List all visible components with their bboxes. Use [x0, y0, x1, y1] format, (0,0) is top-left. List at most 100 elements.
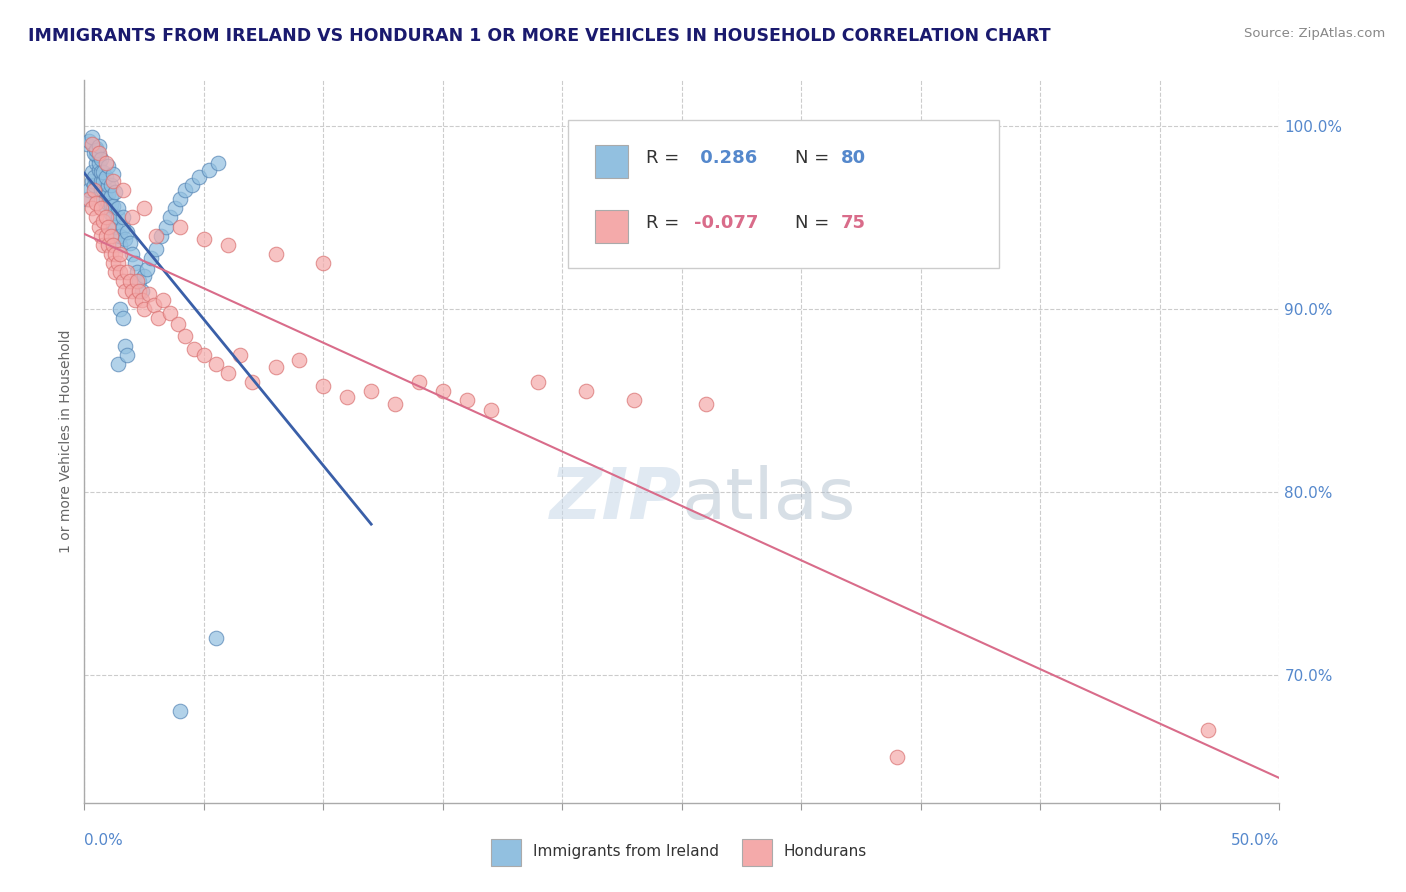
Point — [623, 393, 645, 408]
Point — [1197, 723, 1219, 737]
Point — [205, 631, 228, 645]
FancyBboxPatch shape — [491, 838, 520, 866]
Text: 0.286: 0.286 — [695, 149, 756, 168]
Point — [432, 384, 454, 399]
Y-axis label: 1 or more Vehicles in Household: 1 or more Vehicles in Household — [59, 330, 73, 553]
Point — [312, 378, 335, 392]
Text: 0.0%: 0.0% — [84, 833, 124, 848]
Point — [111, 183, 134, 197]
Point — [104, 247, 127, 261]
Point — [132, 268, 156, 283]
Point — [97, 238, 120, 252]
Point — [121, 247, 143, 261]
Point — [97, 159, 120, 173]
Point — [188, 170, 211, 185]
Point — [110, 228, 132, 243]
Text: atlas: atlas — [682, 465, 856, 533]
Point — [90, 228, 112, 243]
Point — [312, 256, 335, 270]
Point — [193, 232, 215, 246]
Point — [87, 155, 110, 169]
Point — [97, 219, 120, 234]
Point — [97, 178, 120, 192]
Point — [100, 228, 122, 243]
Point — [86, 155, 108, 169]
Point — [86, 143, 108, 157]
Point — [456, 393, 478, 408]
Text: 80: 80 — [841, 149, 866, 168]
Point — [131, 284, 153, 298]
Point — [131, 293, 153, 307]
Point — [110, 247, 132, 261]
Point — [100, 188, 122, 202]
Point — [80, 137, 103, 152]
Text: -0.077: -0.077 — [695, 214, 758, 232]
Point — [125, 265, 148, 279]
Text: N =: N = — [796, 214, 835, 232]
FancyBboxPatch shape — [595, 145, 628, 178]
Point — [101, 209, 124, 223]
Point — [101, 167, 124, 181]
Point — [107, 211, 129, 225]
Point — [101, 218, 124, 232]
Point — [111, 311, 134, 326]
Point — [100, 178, 122, 192]
Point — [886, 750, 908, 764]
Point — [132, 301, 156, 316]
Point — [181, 178, 204, 192]
Point — [111, 219, 134, 234]
Point — [94, 211, 117, 225]
Point — [100, 247, 122, 261]
Point — [264, 247, 287, 261]
Point — [149, 228, 172, 243]
Point — [87, 146, 110, 161]
Point — [93, 192, 115, 206]
Point — [83, 170, 105, 185]
Point — [152, 293, 174, 307]
Point — [87, 219, 110, 234]
Point — [117, 265, 139, 279]
Point — [695, 397, 717, 411]
Text: R =: R = — [647, 149, 685, 168]
Point — [240, 375, 263, 389]
Point — [86, 141, 108, 155]
Point — [408, 375, 430, 389]
Point — [479, 402, 502, 417]
Point — [229, 348, 252, 362]
Point — [93, 165, 115, 179]
Point — [100, 197, 122, 211]
Text: N =: N = — [796, 149, 835, 168]
Point — [101, 199, 124, 213]
Point — [159, 211, 181, 225]
Text: Immigrants from Ireland: Immigrants from Ireland — [533, 845, 718, 859]
Point — [90, 183, 112, 197]
Point — [169, 219, 191, 234]
Point — [90, 174, 112, 188]
FancyBboxPatch shape — [595, 211, 628, 243]
Point — [83, 178, 105, 192]
Point — [93, 214, 115, 228]
Point — [107, 357, 129, 371]
Point — [86, 195, 108, 210]
Point — [77, 183, 100, 197]
Point — [132, 202, 156, 216]
Point — [104, 185, 127, 199]
Point — [83, 183, 105, 197]
Point — [80, 165, 103, 179]
FancyBboxPatch shape — [568, 120, 998, 268]
Point — [87, 139, 110, 153]
Text: 75: 75 — [841, 214, 866, 232]
Point — [145, 228, 167, 243]
Point — [145, 242, 167, 256]
Point — [83, 146, 105, 161]
Point — [193, 348, 215, 362]
Point — [527, 375, 550, 389]
Point — [197, 162, 219, 177]
Point — [166, 317, 188, 331]
Point — [104, 219, 127, 234]
Text: Hondurans: Hondurans — [783, 845, 866, 859]
Text: ZIP: ZIP — [550, 465, 682, 533]
Point — [173, 329, 195, 343]
Point — [124, 293, 146, 307]
Point — [205, 357, 228, 371]
